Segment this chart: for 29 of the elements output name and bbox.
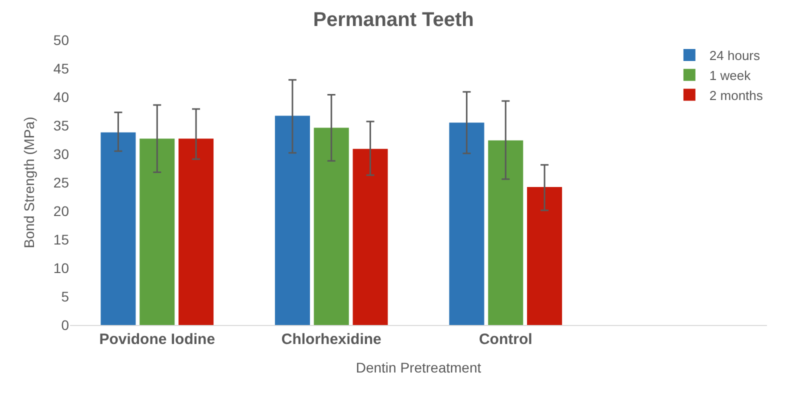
y-tick-label: 15 [53, 231, 70, 248]
bar [488, 140, 524, 325]
y-tick-label: 35 [53, 117, 70, 134]
bar [527, 187, 562, 325]
y-tick-label: 30 [53, 146, 70, 162]
y-tick-label: 20 [53, 202, 70, 219]
y-tick-label: 50 [53, 32, 70, 48]
bar [140, 138, 175, 325]
bar [274, 116, 310, 325]
bar [178, 138, 214, 325]
chart-title: Permanant Teeth [313, 8, 474, 31]
legend-label: 24 hours [709, 48, 761, 64]
y-tick-label: 0 [61, 316, 70, 333]
bar [449, 122, 484, 325]
y-tick-label: 25 [53, 174, 70, 190]
x-tick-label: Chlorhexidine [281, 331, 382, 348]
bar [352, 148, 388, 325]
y-tick-label: 45 [53, 60, 70, 76]
legend-label: 1 week [709, 68, 752, 83]
legend-label: 2 months [709, 88, 764, 103]
y-tick-label: 40 [53, 88, 70, 105]
y-axis-title: Bond Strength (MPa) [21, 116, 38, 248]
y-tick-label: 5 [61, 288, 70, 304]
bar [100, 132, 136, 325]
x-tick-label: Povidone Iodine [99, 331, 216, 348]
x-axis-title: Dentin Pretreatment [356, 359, 482, 376]
y-tick-label: 10 [53, 260, 70, 276]
bar [314, 128, 349, 325]
x-tick-label: Control [478, 331, 532, 348]
